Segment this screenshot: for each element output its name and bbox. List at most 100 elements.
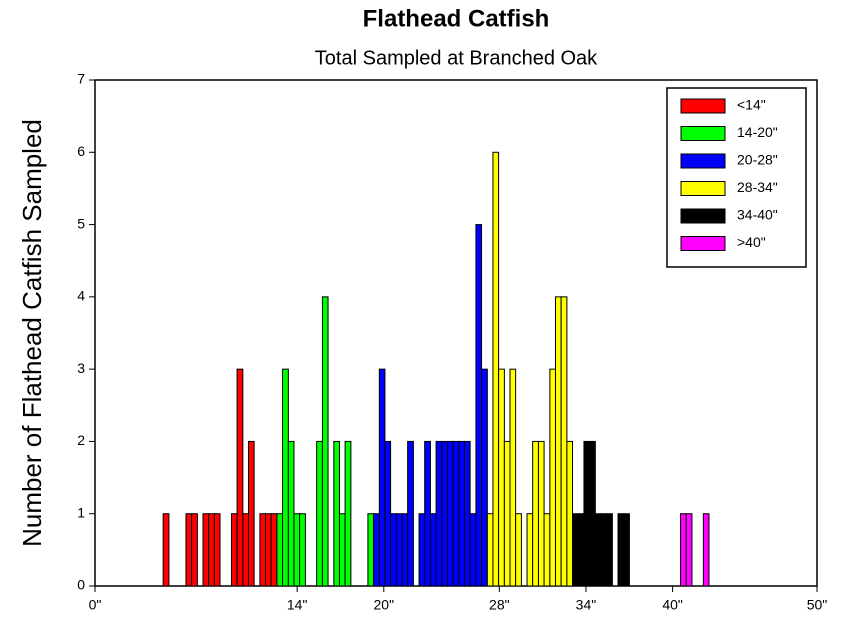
bar xyxy=(429,513,437,587)
bar xyxy=(259,513,267,587)
bar xyxy=(282,368,289,587)
bar xyxy=(589,440,596,587)
y-tick-label: 7 xyxy=(77,71,85,87)
y-tick-label: 5 xyxy=(77,215,85,231)
x-tick-label: 40" xyxy=(662,597,683,613)
bar xyxy=(566,440,574,587)
bar xyxy=(509,368,517,587)
bar xyxy=(344,440,352,587)
bar xyxy=(549,368,556,587)
bar xyxy=(441,440,448,587)
bar xyxy=(446,440,454,587)
bar xyxy=(498,368,505,587)
bar xyxy=(560,296,568,587)
bar xyxy=(401,513,409,587)
bar xyxy=(230,513,238,587)
bar xyxy=(242,513,249,587)
bar xyxy=(435,440,443,587)
bar xyxy=(515,513,522,587)
bar xyxy=(526,513,534,587)
bar xyxy=(458,440,466,587)
bar xyxy=(373,513,380,587)
bar xyxy=(287,440,295,587)
x-tick-label: 14" xyxy=(287,597,308,613)
bar xyxy=(492,151,500,587)
bar xyxy=(338,513,346,587)
y-tick-label: 3 xyxy=(77,360,85,376)
bar xyxy=(191,513,198,587)
y-tick-label: 6 xyxy=(77,143,85,159)
bar xyxy=(236,368,244,587)
bar xyxy=(583,440,591,587)
x-tick-label: 0" xyxy=(89,597,102,613)
bar xyxy=(554,296,562,587)
bar xyxy=(606,513,613,587)
chart-subtitle: Total Sampled at Branched Oak xyxy=(315,47,598,69)
bar xyxy=(623,513,630,587)
bar xyxy=(299,513,306,587)
legend-swatch xyxy=(680,181,726,196)
bar xyxy=(452,440,460,587)
bar xyxy=(293,513,301,587)
bar xyxy=(532,440,539,587)
legend-swatch xyxy=(680,236,726,251)
bar xyxy=(316,440,323,587)
legend-label: 34-40" xyxy=(737,207,778,223)
bar xyxy=(202,513,210,587)
bar xyxy=(390,513,397,587)
bar xyxy=(407,440,414,587)
bar xyxy=(395,513,403,587)
bar xyxy=(384,440,392,587)
bar xyxy=(208,513,215,587)
bar xyxy=(162,513,170,587)
bar xyxy=(213,513,221,587)
bar xyxy=(469,513,477,587)
legend-swatch xyxy=(680,126,726,141)
bar xyxy=(424,440,431,587)
y-tick-label: 4 xyxy=(77,288,85,304)
bar xyxy=(247,440,255,587)
bar xyxy=(481,368,488,587)
bar xyxy=(503,440,511,587)
bar xyxy=(572,513,579,587)
y-tick-label: 2 xyxy=(77,432,85,448)
legend-label: 28-34" xyxy=(737,179,778,195)
x-tick-label: 28" xyxy=(489,597,510,613)
bar xyxy=(486,513,494,587)
bar xyxy=(475,224,483,587)
legend-swatch xyxy=(680,153,726,169)
bar xyxy=(270,513,278,587)
bar xyxy=(367,513,375,587)
x-tick-label: 50" xyxy=(807,597,828,613)
bar xyxy=(685,513,693,587)
y-tick-label: 1 xyxy=(77,504,85,520)
legend-label: 20-28" xyxy=(737,152,778,168)
bar xyxy=(464,440,471,587)
legend-label: 14-20" xyxy=(737,124,778,140)
bar xyxy=(185,513,193,587)
legend-label: >40" xyxy=(737,234,766,250)
legend-swatch xyxy=(680,208,726,224)
chart-title: Flathead Catfish xyxy=(363,5,550,32)
bar xyxy=(418,513,426,587)
y-tick-label: 0 xyxy=(77,577,85,593)
bar xyxy=(537,440,545,587)
bar xyxy=(594,513,602,587)
bar xyxy=(378,368,386,587)
bar xyxy=(265,513,272,587)
x-tick-label: 34" xyxy=(576,597,597,613)
bar xyxy=(276,513,284,587)
bar xyxy=(543,513,551,587)
bar xyxy=(702,513,710,587)
bar xyxy=(577,513,585,587)
legend-swatch xyxy=(680,98,726,114)
bar xyxy=(617,513,625,587)
bar xyxy=(321,296,329,587)
legend-label: <14" xyxy=(737,97,766,113)
x-tick-label: 20" xyxy=(374,597,395,613)
bar xyxy=(333,440,340,587)
bar xyxy=(680,513,687,587)
bar xyxy=(600,513,608,587)
y-axis-label: Number of Flathead Catfish Sampled xyxy=(17,119,47,547)
